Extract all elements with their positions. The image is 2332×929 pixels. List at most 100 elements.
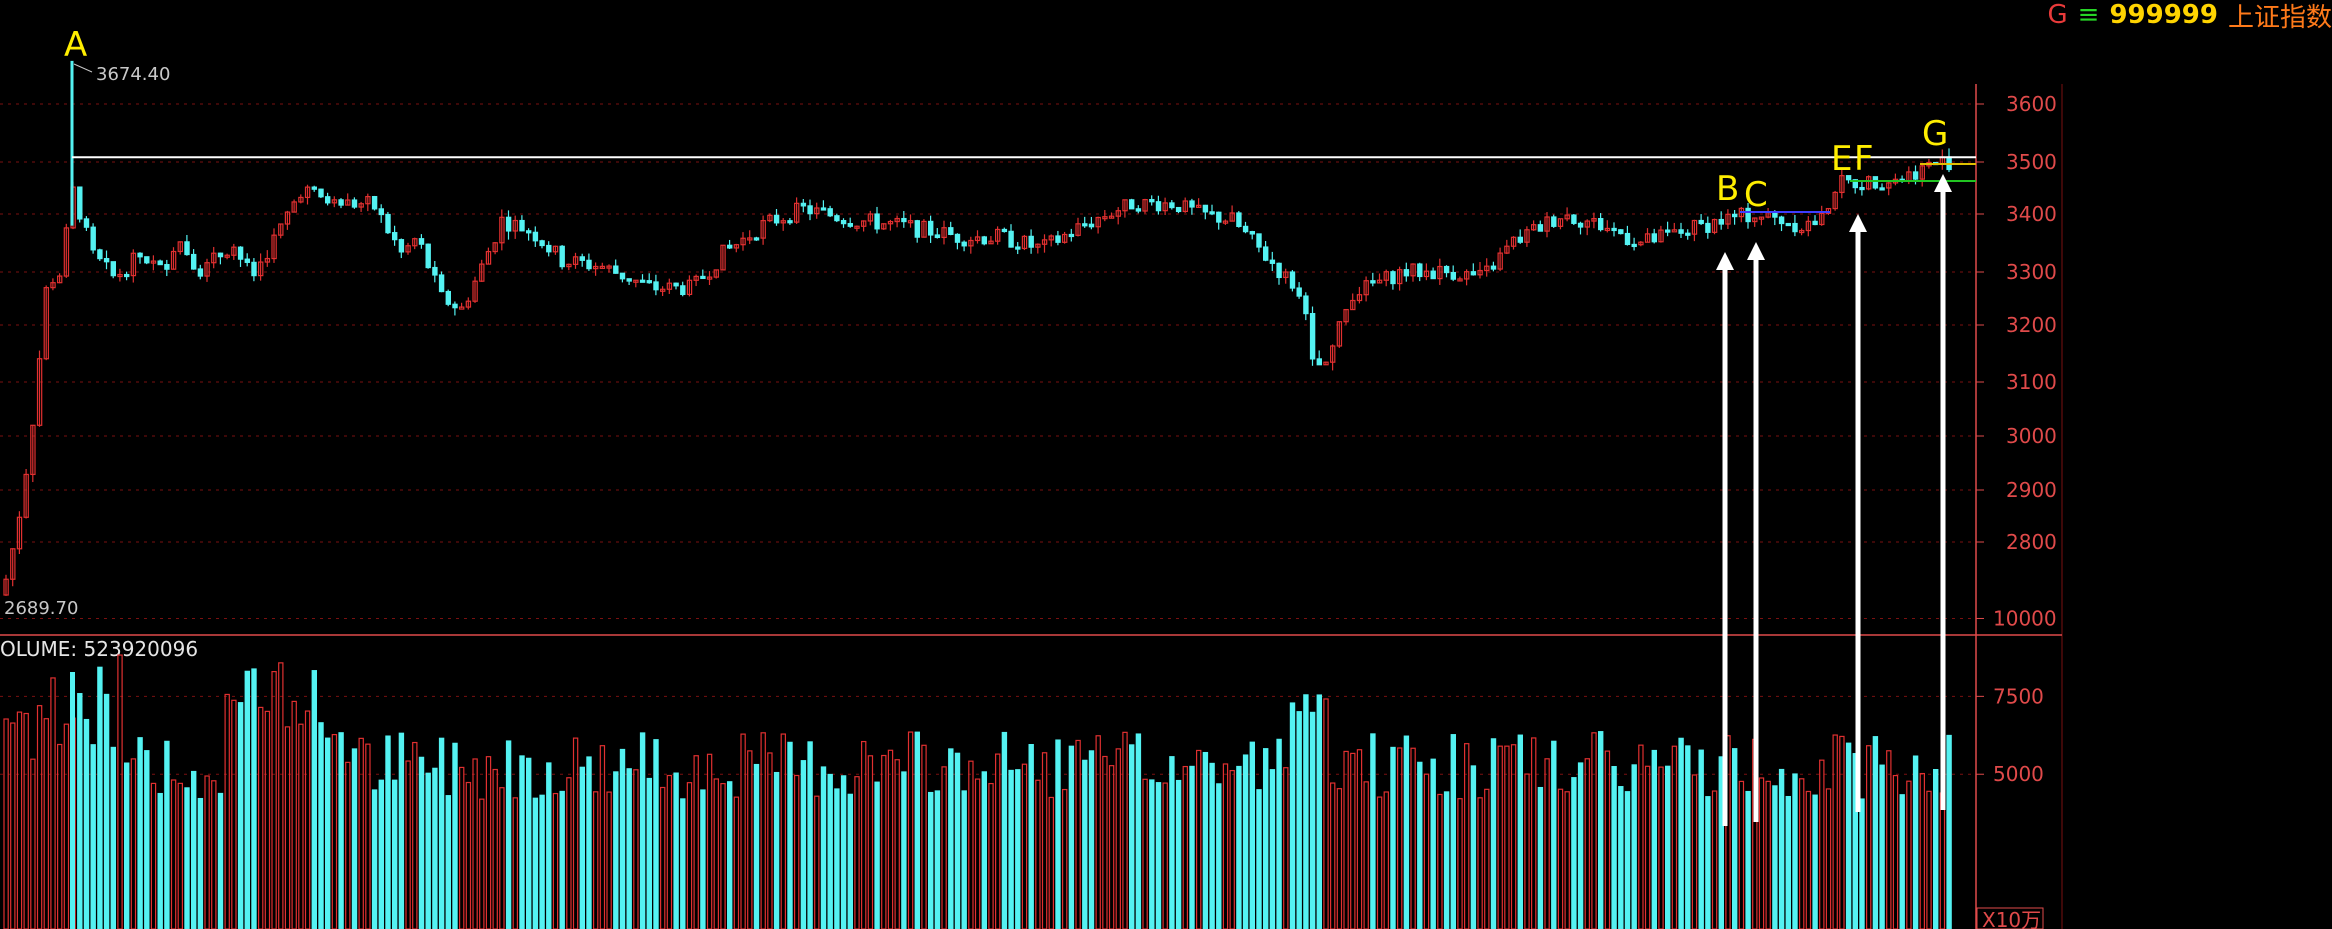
volume-bar: [412, 741, 418, 929]
instrument-name: 上证指数: [2227, 2, 2332, 33]
candle-body: [1169, 202, 1175, 209]
candle-body: [1135, 208, 1142, 212]
volume-bar: [680, 798, 686, 929]
volume-bar: [1517, 734, 1523, 929]
candle-body: [1075, 223, 1081, 236]
candle-body: [1772, 212, 1778, 218]
arrow-head: [1716, 252, 1734, 270]
volume-bar: [1470, 765, 1477, 929]
candle-body: [505, 216, 512, 232]
volume-bar: [452, 742, 458, 929]
volume-bar: [291, 700, 297, 929]
candle-body: [1524, 229, 1530, 243]
candle-body: [170, 250, 177, 270]
volume-bar: [1631, 764, 1637, 929]
candle-body: [1564, 214, 1570, 220]
candle-body: [659, 288, 666, 292]
candle-body: [1758, 216, 1765, 220]
candle-body: [1497, 252, 1503, 270]
candle-body: [43, 287, 50, 360]
candle-body: [653, 281, 659, 291]
candle-body: [1792, 222, 1798, 233]
volume-bar: [1604, 750, 1611, 929]
candle-body: [1477, 269, 1483, 276]
volume-bar: [1410, 747, 1416, 929]
menu-icon[interactable]: ≡: [2077, 0, 2100, 30]
volume-bar: [559, 790, 565, 929]
volume-bar: [1711, 790, 1718, 929]
volume-bar: [887, 749, 894, 929]
candle-body: [311, 186, 318, 190]
volume-bar: [1256, 789, 1262, 929]
volume-bar: [1497, 745, 1503, 929]
unit-box: [1976, 907, 2044, 929]
candle-body: [1517, 236, 1523, 243]
candle-body: [150, 260, 157, 264]
volume-bar: [130, 758, 137, 929]
volume-bar: [505, 740, 512, 929]
candle-body: [191, 253, 197, 270]
volume-bar: [1122, 731, 1128, 929]
candle-body: [1041, 239, 1048, 245]
candle-body: [941, 227, 947, 239]
candle-body: [860, 220, 867, 227]
candle-body: [1155, 201, 1162, 212]
candle-body: [164, 263, 170, 270]
candle-body: [1537, 224, 1544, 232]
candle-body: [1410, 263, 1416, 277]
candle-body: [1403, 269, 1410, 277]
volume-bar: [170, 779, 177, 929]
candle-body: [117, 273, 123, 278]
volume-bar: [599, 745, 606, 929]
candle-body: [1752, 217, 1758, 223]
candle-body: [97, 249, 103, 260]
candle-body: [459, 306, 465, 310]
candle-body: [532, 231, 539, 242]
candle-body: [613, 265, 619, 274]
candle-body: [425, 243, 431, 269]
volume-bar: [586, 756, 592, 929]
volume-bar: [1001, 731, 1008, 929]
volume-bar: [1658, 766, 1664, 929]
volume-bar: [1068, 745, 1075, 929]
volume-bar: [164, 740, 170, 929]
candle-body: [1376, 279, 1383, 284]
volume-bar: [867, 755, 874, 929]
volume-bar: [720, 783, 726, 929]
candle-body: [1390, 271, 1396, 285]
volume-bar: [941, 766, 947, 929]
candle-body: [686, 279, 693, 296]
volume-bar: [1564, 791, 1570, 929]
volume-bar: [1463, 743, 1470, 929]
candle-body: [452, 303, 458, 309]
candle-body: [1577, 222, 1584, 228]
volume-bar: [1048, 796, 1054, 929]
volume-bar: [981, 771, 988, 929]
candle-body: [1028, 235, 1034, 248]
candle-body: [1082, 223, 1088, 227]
candle-body: [1309, 312, 1316, 360]
candle-body: [130, 252, 137, 277]
candle-body: [472, 280, 478, 302]
candle-body: [83, 218, 90, 228]
volume-bar: [465, 781, 472, 929]
candle-body: [1504, 245, 1510, 254]
volume-bar: [150, 782, 157, 929]
candle-body: [666, 282, 673, 290]
volume-bar: [284, 726, 291, 929]
candle-body: [1430, 270, 1436, 280]
candle-body: [1088, 223, 1095, 228]
candle-body: [1725, 213, 1731, 225]
candle-body: [1396, 269, 1403, 285]
candle-body: [726, 244, 733, 249]
candle-body: [77, 186, 83, 220]
candle-body: [1778, 216, 1785, 225]
candle-body: [1604, 227, 1611, 232]
volume-bar: [1584, 758, 1590, 929]
volume-bar: [1008, 769, 1014, 929]
volume-bar: [264, 710, 271, 929]
candle-body: [1798, 229, 1805, 234]
candle-body: [1698, 219, 1704, 225]
candle-body: [1068, 233, 1075, 238]
volume-bar: [1671, 745, 1678, 929]
